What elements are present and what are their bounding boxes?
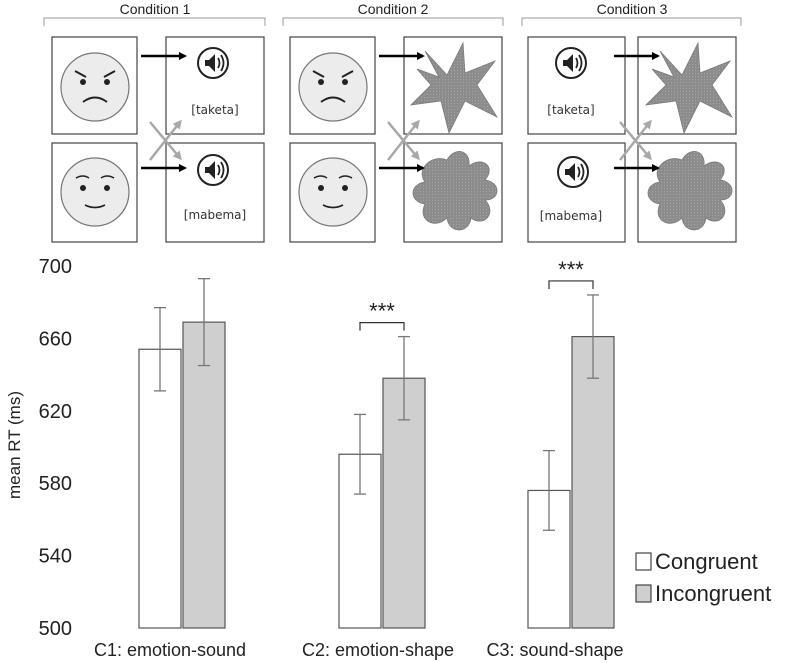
legend-swatch [635, 552, 652, 571]
significance-annotations: *** *** [359, 257, 594, 331]
category-label: C3: sound-shape [486, 640, 623, 660]
category-label: C1: emotion-sound [94, 640, 246, 660]
condition-2-group: Condition 2 [282, 1, 504, 243]
legend-label: Congruent [655, 549, 758, 574]
bar-incongruent [571, 335, 615, 629]
stimuli-panel: Condition 1 [taketa] [mabema] Condition … [43, 1, 742, 243]
y-axis-label: mean RT (ms) [5, 391, 24, 499]
y-tick-label: 700 [39, 256, 72, 278]
y-tick-label: 500 [39, 618, 72, 640]
legend: Congruent Incongruent [635, 549, 771, 606]
legend-swatch [635, 584, 652, 603]
c3-bottom-sound-label: [mabema] [540, 209, 602, 223]
category-labels: C1: emotion-sound C2: emotion-shape C3: so… [94, 640, 624, 660]
speaker-icon [555, 47, 587, 79]
speaker-icon [197, 47, 229, 79]
gray-arrow-icon [619, 121, 652, 161]
gray-arrow-icon [149, 121, 182, 161]
bars [138, 278, 615, 629]
bar-incongruent [182, 321, 226, 629]
y-tick-label: 540 [39, 546, 72, 568]
condition-3-title: Condition 3 [597, 1, 668, 17]
c3-top-sound-label: [taketa] [547, 103, 594, 117]
y-axis-ticks: 500 540 580 620 660 700 [39, 256, 72, 640]
y-tick-label: 580 [39, 473, 72, 495]
significance-bracket [359, 321, 405, 331]
significance-label: *** [369, 299, 395, 324]
angry-face-icon [298, 52, 368, 122]
y-tick-label: 620 [39, 401, 72, 423]
significance-label: *** [558, 257, 584, 282]
angry-face-icon [60, 52, 130, 122]
happy-face-icon [298, 157, 368, 227]
condition-3-group: Condition 3 [taketa] [mabema] [521, 1, 742, 243]
condition-1-group: Condition 1 [taketa] [mabema] [43, 1, 266, 243]
y-tick-label: 660 [39, 328, 72, 350]
condition-2-title: Condition 2 [358, 1, 429, 17]
rt-bar-chart: mean RT (ms) 500 540 580 620 660 700 C1: emot… [5, 256, 771, 660]
gray-arrow-icon [387, 121, 420, 161]
legend-label: Incongruent [655, 581, 771, 606]
speaker-icon [557, 156, 589, 188]
happy-face-icon [60, 157, 130, 227]
speaker-icon [197, 154, 229, 186]
significance-bracket [548, 280, 594, 289]
c1-top-sound-label: [taketa] [191, 103, 238, 117]
condition-1-title: Condition 1 [120, 1, 191, 17]
c1-bottom-sound-label: [mabema] [184, 208, 246, 222]
bar-congruent [138, 348, 182, 629]
category-label: C2: emotion-shape [302, 640, 454, 660]
